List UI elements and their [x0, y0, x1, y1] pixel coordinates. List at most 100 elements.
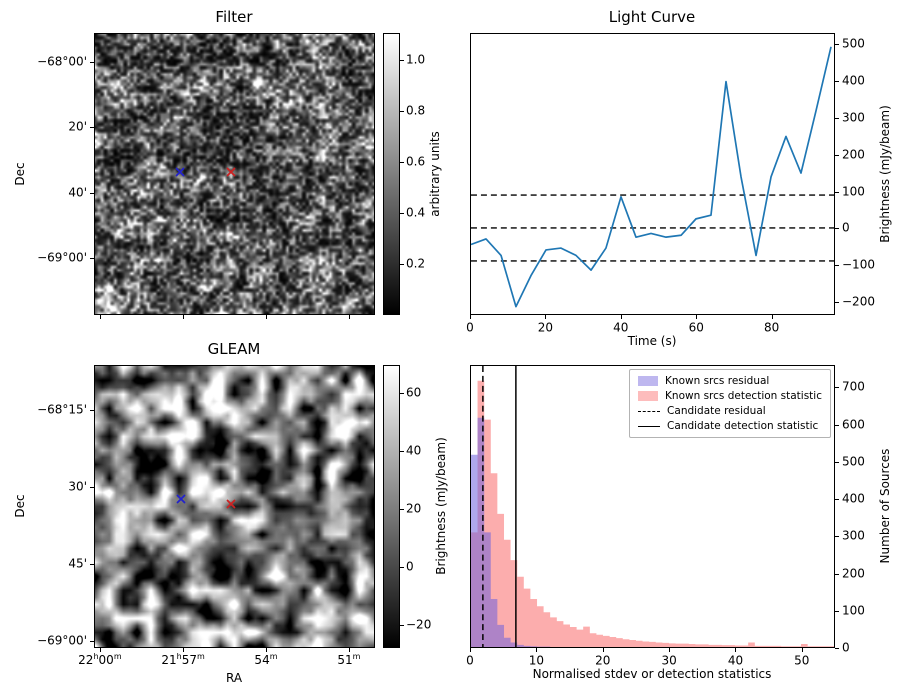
tick-mark [400, 451, 404, 453]
tick-label: 80 [764, 320, 780, 335]
legend-item: Known srcs residual [638, 375, 822, 387]
tick-mark [835, 387, 839, 389]
tick-label: −200 [842, 294, 875, 309]
tick-mark [348, 315, 350, 319]
legend-label: Candidate residual [667, 405, 766, 417]
tick-mark [835, 536, 839, 538]
gleam-xlabel: RA [225, 671, 243, 685]
tick-mark [835, 154, 839, 156]
tick-label: 50 [794, 653, 810, 668]
gleam-colorbar [383, 365, 400, 648]
tick-label: 20' [68, 119, 87, 134]
tick-mark [835, 302, 839, 304]
filter-colorbar [383, 33, 400, 315]
tick-label: 51m [337, 651, 361, 667]
tick-label: 30 [661, 653, 677, 668]
tick-mark [400, 60, 404, 62]
tick-label: 40 [613, 320, 629, 335]
tick-label: 40' [68, 185, 87, 200]
tick-mark [835, 573, 839, 575]
tick-mark [183, 315, 185, 319]
tick-label: 0 [466, 653, 474, 668]
tick-mark [669, 648, 671, 652]
tick-mark [835, 117, 839, 119]
tick-label: 20 [595, 653, 611, 668]
tick-label: 500 [842, 454, 865, 469]
tick-label: −100 [842, 257, 875, 272]
light-curve-xlabel: Time (s) [627, 334, 677, 348]
tick-mark [400, 212, 404, 214]
tick-label: 100 [842, 183, 865, 198]
tick-mark [835, 424, 839, 426]
tick-mark [835, 648, 839, 649]
tick-mark [400, 263, 404, 265]
legend-patch-known-residual [638, 376, 659, 386]
tick-label: 20 [406, 501, 422, 516]
tick-mark [835, 80, 839, 82]
tick-mark [735, 648, 737, 652]
tick-mark [183, 648, 185, 652]
legend-item: Known srcs detection statistic [638, 390, 822, 402]
filter-ylabel: Dec [13, 162, 27, 186]
tick-mark [90, 563, 94, 565]
tick-mark [400, 625, 404, 627]
tick-mark [400, 161, 404, 163]
tick-mark [835, 44, 839, 46]
legend-label: Known srcs detection statistic [665, 390, 822, 402]
tick-label: 400 [842, 73, 865, 88]
gleam-red-cross-marker [226, 499, 236, 509]
tick-mark [835, 265, 839, 267]
tick-label: 0 [406, 559, 414, 574]
gleam-title: GLEAM [207, 340, 261, 358]
tick-mark [348, 648, 350, 652]
tick-label: −69°00' [37, 250, 87, 265]
legend-patch-known-detstat [638, 391, 659, 401]
tick-mark [90, 62, 94, 64]
tick-mark [801, 648, 803, 652]
tick-label: −68°00' [37, 54, 87, 69]
filter-title: Filter [215, 8, 253, 26]
light-curve-ylabel: Brightness (mJy/beam) [878, 105, 892, 243]
tick-mark [835, 228, 839, 230]
tick-label: 0 [842, 640, 850, 655]
tick-label: 60 [688, 320, 704, 335]
tick-mark [771, 315, 773, 319]
tick-mark [90, 640, 94, 642]
filter-colorbar-label: arbitrary units [428, 131, 442, 217]
tick-mark [265, 315, 267, 319]
legend-item: Candidate detection statistic [638, 420, 822, 432]
known-srcs-residual-hist [471, 417, 551, 647]
histogram-xlabel: Normalised stdev or detection statistics [532, 667, 772, 681]
tick-mark [470, 315, 471, 319]
tick-label: 700 [842, 379, 865, 394]
light-curve-plot [470, 33, 835, 315]
tick-mark [90, 409, 94, 411]
tick-mark [536, 648, 538, 652]
tick-label: 500 [842, 36, 865, 51]
tick-label: 200 [842, 147, 865, 162]
legend-label: Known srcs residual [665, 375, 770, 387]
tick-mark [400, 393, 404, 395]
tick-label: 20 [537, 320, 554, 335]
tick-mark [602, 648, 604, 652]
tick-mark [400, 111, 404, 113]
tick-label: 30' [68, 479, 87, 494]
tick-mark [620, 315, 622, 319]
tick-mark [90, 486, 94, 488]
tick-label: −68°15' [37, 402, 87, 417]
light-curve-line [471, 46, 832, 308]
tick-label: 400 [842, 491, 865, 506]
filter-red-cross-marker [226, 167, 236, 177]
tick-mark [696, 315, 698, 319]
tick-label: 100 [842, 603, 865, 618]
known-srcs-detstat-hist [471, 380, 834, 647]
tick-label: −20 [406, 617, 432, 632]
tick-label: 40 [406, 443, 422, 458]
tick-label: 0.8 [406, 103, 426, 118]
tick-label: 40 [727, 653, 744, 668]
tick-label: 60 [406, 385, 422, 400]
tick-label: 21h57m [161, 651, 205, 667]
tick-mark [835, 610, 839, 612]
tick-mark [90, 258, 94, 260]
tick-mark [470, 648, 471, 652]
